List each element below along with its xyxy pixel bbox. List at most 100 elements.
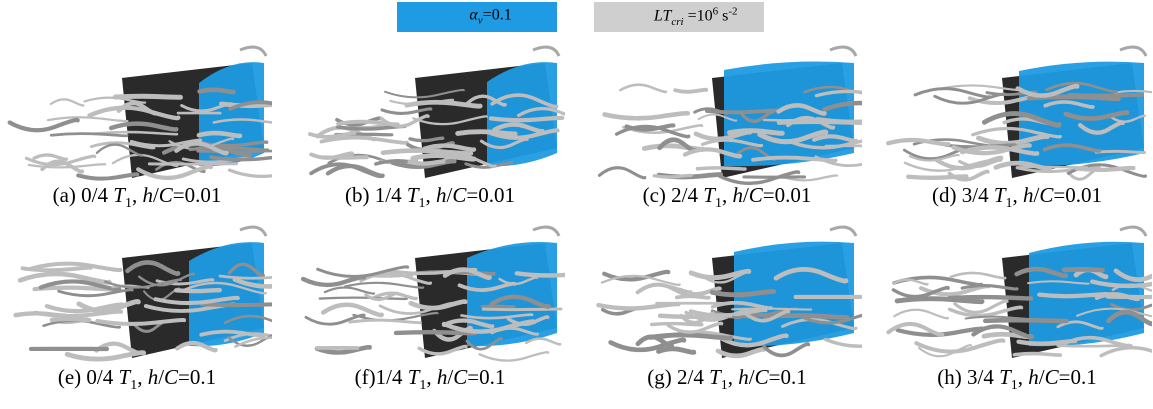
vortex-tube	[408, 136, 445, 143]
vortex-tube	[908, 153, 960, 162]
panel-caption: (f)1/4 T1, h/C=0.1	[354, 365, 506, 394]
vortex-tube	[218, 274, 272, 280]
vortex-tube	[823, 337, 862, 348]
vortex-tube	[1090, 279, 1152, 289]
cavitation-panel-d	[882, 38, 1152, 193]
vortex-tube	[776, 103, 827, 116]
vortex-tube	[1113, 268, 1152, 282]
vortex-tube	[624, 123, 676, 132]
vortex-tube	[673, 87, 709, 94]
vortex-tube	[490, 93, 559, 109]
vortex-tube	[780, 174, 839, 182]
flow-visualization-image	[13, 225, 272, 362]
vortex-tube	[76, 299, 141, 314]
vortex-tube	[196, 130, 243, 139]
flow-visualization-image	[7, 45, 272, 181]
vortex-tube	[153, 295, 240, 306]
vortex-tube	[1111, 283, 1152, 292]
vortex-tube	[378, 301, 455, 315]
vortex-tube	[751, 155, 838, 163]
vortex-tube	[92, 130, 179, 136]
vortex-tube	[757, 129, 829, 145]
vortex-tube	[457, 281, 517, 292]
vortex-tube	[657, 313, 733, 319]
vortex-tube	[1099, 345, 1152, 358]
vortex-tube	[197, 87, 236, 95]
vortex-tube	[174, 141, 229, 156]
tip-vortex	[1119, 45, 1148, 57]
vortex-tube	[76, 172, 140, 181]
vortex-tube	[125, 260, 181, 277]
vortex-tube	[913, 87, 991, 99]
tip-vortex	[532, 45, 561, 57]
vortex-tube	[155, 278, 215, 286]
vortex-tube	[812, 134, 859, 143]
vortex-tube	[803, 85, 862, 95]
vortex-tube	[116, 101, 158, 116]
vortex-tube	[886, 137, 951, 147]
vortex-tube	[46, 116, 129, 123]
vortex-tube	[814, 155, 862, 168]
vortex-tube	[422, 143, 477, 152]
vortex-tube	[314, 344, 372, 355]
vortex-tube	[319, 135, 409, 145]
vortex-tube	[393, 329, 478, 336]
cavitation-panel-h	[882, 218, 1152, 373]
vortex-tube	[971, 324, 1035, 340]
vortex-tube	[83, 96, 147, 104]
vortex-tube	[762, 342, 811, 358]
vortex-tube	[682, 147, 743, 159]
vortex-tube	[1074, 165, 1136, 173]
vortex-tube	[695, 166, 747, 171]
flow-visualization-image	[300, 225, 565, 362]
vortex-tube	[731, 307, 813, 311]
cavitation-panel-e	[2, 218, 272, 373]
vortex-tube	[886, 321, 945, 338]
panel-caption: (c) 2/4 T1, h/C=0.01	[642, 183, 812, 212]
vortex-tube	[432, 325, 474, 342]
vortex-tube	[325, 163, 385, 179]
panel-caption: (g) 2/4 T1, h/C=0.1	[647, 365, 807, 394]
legend-label-vortex: LTcri =106 s-2	[653, 5, 738, 28]
vortex-tube	[412, 115, 489, 126]
tip-vortex	[1119, 225, 1148, 237]
vortex-tube	[619, 83, 668, 94]
vortex-tube	[822, 100, 862, 112]
vortex-tube	[700, 138, 764, 148]
panel-caption: (b) 1/4 T1, h/C=0.01	[345, 183, 515, 212]
legend-vortex-criterion: LTcri =106 s-2	[594, 2, 764, 32]
vortex-tube	[109, 121, 179, 132]
vortex-tube	[232, 277, 272, 289]
flow-visualization-image	[308, 45, 565, 179]
vortex-tube	[318, 296, 408, 301]
vortex-tube	[49, 316, 92, 323]
vortex-tube	[479, 137, 529, 150]
vortex-tube	[308, 131, 357, 139]
vortex-tube	[1042, 143, 1102, 153]
vortex-tube	[227, 262, 265, 278]
cavitation-panel-f	[295, 218, 565, 373]
vortex-tube	[344, 281, 425, 289]
vortex-tube	[727, 128, 785, 136]
vortex-tube	[32, 153, 69, 162]
vortex-tube	[674, 294, 711, 300]
vortex-tube	[49, 98, 85, 107]
vortex-tube	[656, 346, 697, 355]
legend-vapor-fraction: αv=0.1	[397, 2, 557, 32]
vortex-tube	[498, 276, 539, 286]
vortex-tube	[1016, 338, 1078, 346]
vortex-tube	[1106, 309, 1152, 327]
vortex-tube	[488, 115, 565, 123]
vortex-tube	[316, 265, 410, 278]
vortex-tube	[223, 314, 272, 325]
vortex-tube	[951, 143, 1032, 156]
vortex-tube	[514, 271, 565, 278]
vortex-tube	[715, 346, 766, 359]
tip-vortex	[829, 225, 858, 237]
vortex-tube	[933, 92, 1007, 105]
vortex-tube	[892, 278, 929, 286]
vortex-tube	[648, 332, 734, 341]
vortex-tube	[466, 94, 507, 107]
vortex-tube	[953, 299, 1009, 314]
vortex-tube	[1063, 110, 1130, 121]
